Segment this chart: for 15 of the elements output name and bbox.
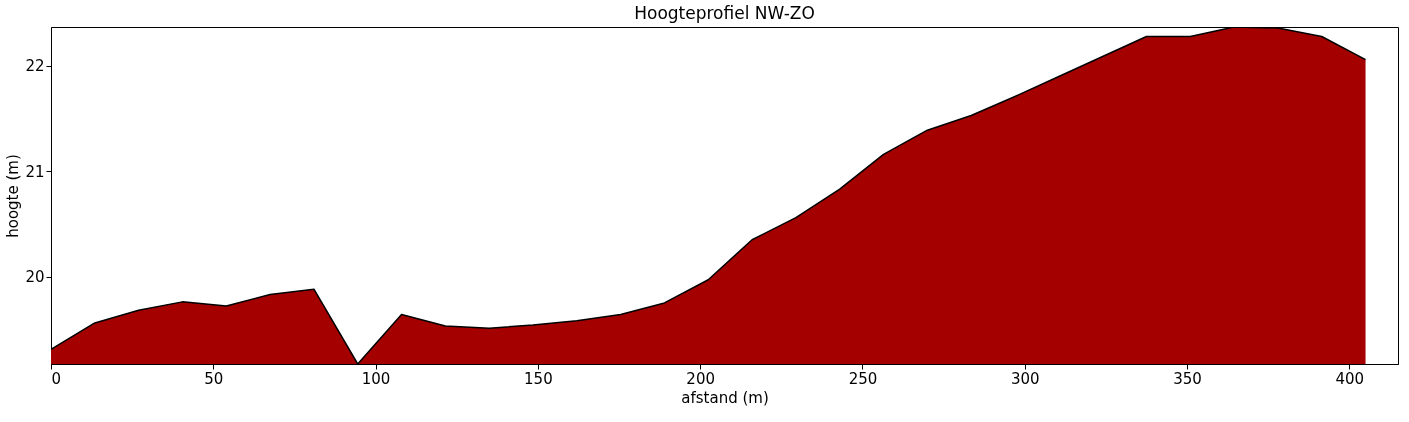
x-tick-label: 50 [204, 369, 224, 388]
x-tick-label: 200 [686, 369, 715, 388]
chart-title: Hoogteprofiel NW-ZO [634, 3, 815, 23]
y-tick-label: 21 [25, 162, 45, 181]
x-axis-title: afstand (m) [681, 388, 769, 407]
x-tick-label: 250 [848, 369, 878, 388]
x-tick-label: 400 [1335, 369, 1365, 388]
x-tick-label: 300 [1010, 369, 1040, 388]
y-tick-label: 22 [25, 57, 45, 76]
y-axis-title: hoogte (m) [4, 154, 23, 238]
x-tick-label: 350 [1173, 369, 1202, 388]
y-tick-label: 20 [25, 268, 45, 287]
x-tick-label: 0 [51, 369, 62, 388]
x-tick-label: 150 [524, 369, 553, 388]
x-tick-label: 100 [361, 369, 391, 388]
